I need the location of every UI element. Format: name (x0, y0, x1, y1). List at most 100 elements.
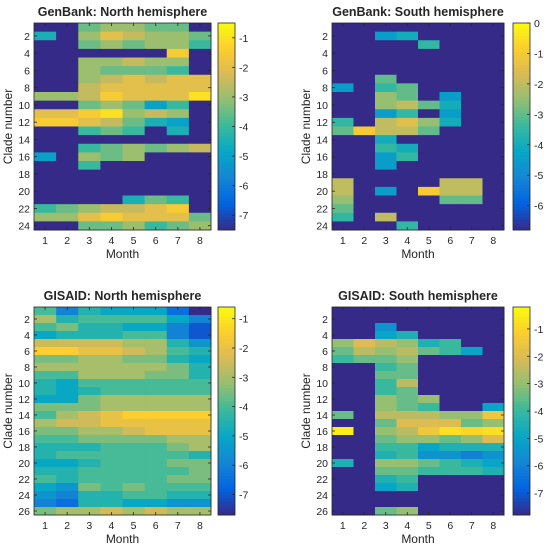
colorbar-segment (513, 307, 530, 311)
heatmap-cell (332, 83, 354, 92)
heatmap-cell (189, 451, 212, 460)
heatmap-cell (145, 443, 168, 452)
heatmap-cell (483, 499, 505, 508)
heatmap-cell (145, 419, 168, 428)
colorbar-segment (513, 68, 530, 72)
heatmap-cell (189, 40, 212, 49)
heatmap-cell (34, 347, 57, 356)
colorbar-tick-label: 0 (534, 18, 540, 30)
colorbar-segment (218, 91, 235, 95)
colorbar-segment (513, 198, 530, 202)
heatmap-cell (100, 331, 123, 340)
colorbar-tick-label: -3 (239, 372, 248, 384)
heatmap-cell (332, 66, 354, 75)
heatmap-cell (483, 109, 505, 118)
heatmap-cell (397, 459, 419, 468)
heatmap-cell (78, 170, 101, 179)
heatmap-cell (78, 101, 101, 110)
heatmap-cell (440, 419, 462, 428)
heatmap-cell (375, 499, 397, 508)
heatmap-cell (56, 161, 79, 170)
colorbar-segment (218, 314, 235, 318)
x-tick-label: 1 (340, 235, 346, 247)
heatmap-cell (440, 387, 462, 396)
y-tick-label: 20 (316, 186, 328, 198)
heatmap-cell (123, 204, 146, 213)
heatmap-cell (100, 204, 123, 213)
heatmap-cell (461, 435, 483, 444)
colorbar-segment (218, 414, 235, 418)
heatmap-cell (100, 395, 123, 404)
heatmap-cell (354, 161, 376, 170)
heatmap-cell (100, 58, 123, 67)
heatmap-cell (145, 178, 168, 187)
heatmap-cell (483, 58, 505, 67)
y-tick-label: 18 (316, 169, 328, 181)
heatmap-cell (123, 40, 146, 49)
heatmap-cell (354, 419, 376, 428)
heatmap-cell (397, 315, 419, 324)
heatmap-cell (34, 66, 57, 75)
heatmap-cell (78, 491, 101, 500)
heatmap-cell (461, 339, 483, 348)
heatmap-cell (78, 144, 101, 153)
heatmap-cell (167, 435, 190, 444)
colorbar-segment (218, 23, 235, 27)
heatmap-cell (123, 161, 146, 170)
heatmap-cell (145, 363, 168, 372)
y-tick-label: 24 (316, 490, 328, 502)
colorbar-segment (513, 476, 530, 480)
heatmap-cell (56, 75, 79, 84)
heatmap-cell (123, 475, 146, 484)
colorbar-segment (513, 224, 530, 228)
heatmap-cell (440, 403, 462, 412)
colorbar-tick-label: -6 (239, 460, 248, 472)
heatmap-cell (100, 187, 123, 196)
heatmap-cell (332, 144, 354, 153)
heatmap-panel-1: GenBank: North hemisphere1 2 3 4 5 6 7 82468101… (1, 5, 248, 261)
heatmap-cell (418, 339, 440, 348)
heatmap-cell (167, 152, 190, 161)
colorbar-segment (513, 353, 530, 357)
y-axis-label: Clade number (1, 89, 15, 164)
heatmap-cell (56, 144, 79, 153)
heatmap-cell (34, 363, 57, 372)
heatmap-cell (375, 459, 397, 468)
heatmap-cell (123, 443, 146, 452)
heatmap-cell (418, 161, 440, 170)
heatmap-cell (354, 403, 376, 412)
colorbar-tick-label: -1 (534, 48, 543, 60)
y-tick-label: 10 (316, 100, 328, 112)
heatmap-cell (56, 379, 79, 388)
x-tick-label: 2 (361, 520, 367, 532)
heatmap-cell (461, 127, 483, 136)
heatmap-cell (145, 109, 168, 118)
x-tick-label: 4 (404, 235, 410, 247)
colorbar-segment (513, 211, 530, 215)
colorbar-tick-label: -3 (239, 92, 248, 104)
heatmap-cell (100, 109, 123, 118)
colorbar-segment (218, 39, 235, 43)
heatmap-cell (354, 459, 376, 468)
colorbar-segment (513, 130, 530, 134)
heatmap-cell (123, 58, 146, 67)
heatmap-cell (145, 213, 168, 222)
heatmap-cell (354, 355, 376, 364)
heatmap-cell (78, 315, 101, 324)
heatmap-cell (56, 483, 79, 492)
heatmap-cell (56, 459, 79, 468)
colorbar-segment (218, 146, 235, 150)
heatmap-cell (56, 178, 79, 187)
colorbar-tick-label: -5 (239, 151, 248, 163)
colorbar-segment (513, 78, 530, 82)
heatmap-cell (167, 451, 190, 460)
heatmap-cell (375, 196, 397, 205)
heatmap-cell (461, 427, 483, 436)
colorbar-segment (218, 470, 235, 474)
heatmap-cell (354, 475, 376, 484)
heatmap-cell (461, 467, 483, 476)
heatmap-cell (440, 371, 462, 380)
heatmap-cell (397, 170, 419, 179)
heatmap-cell (332, 75, 354, 84)
heatmap-cell (123, 395, 146, 404)
